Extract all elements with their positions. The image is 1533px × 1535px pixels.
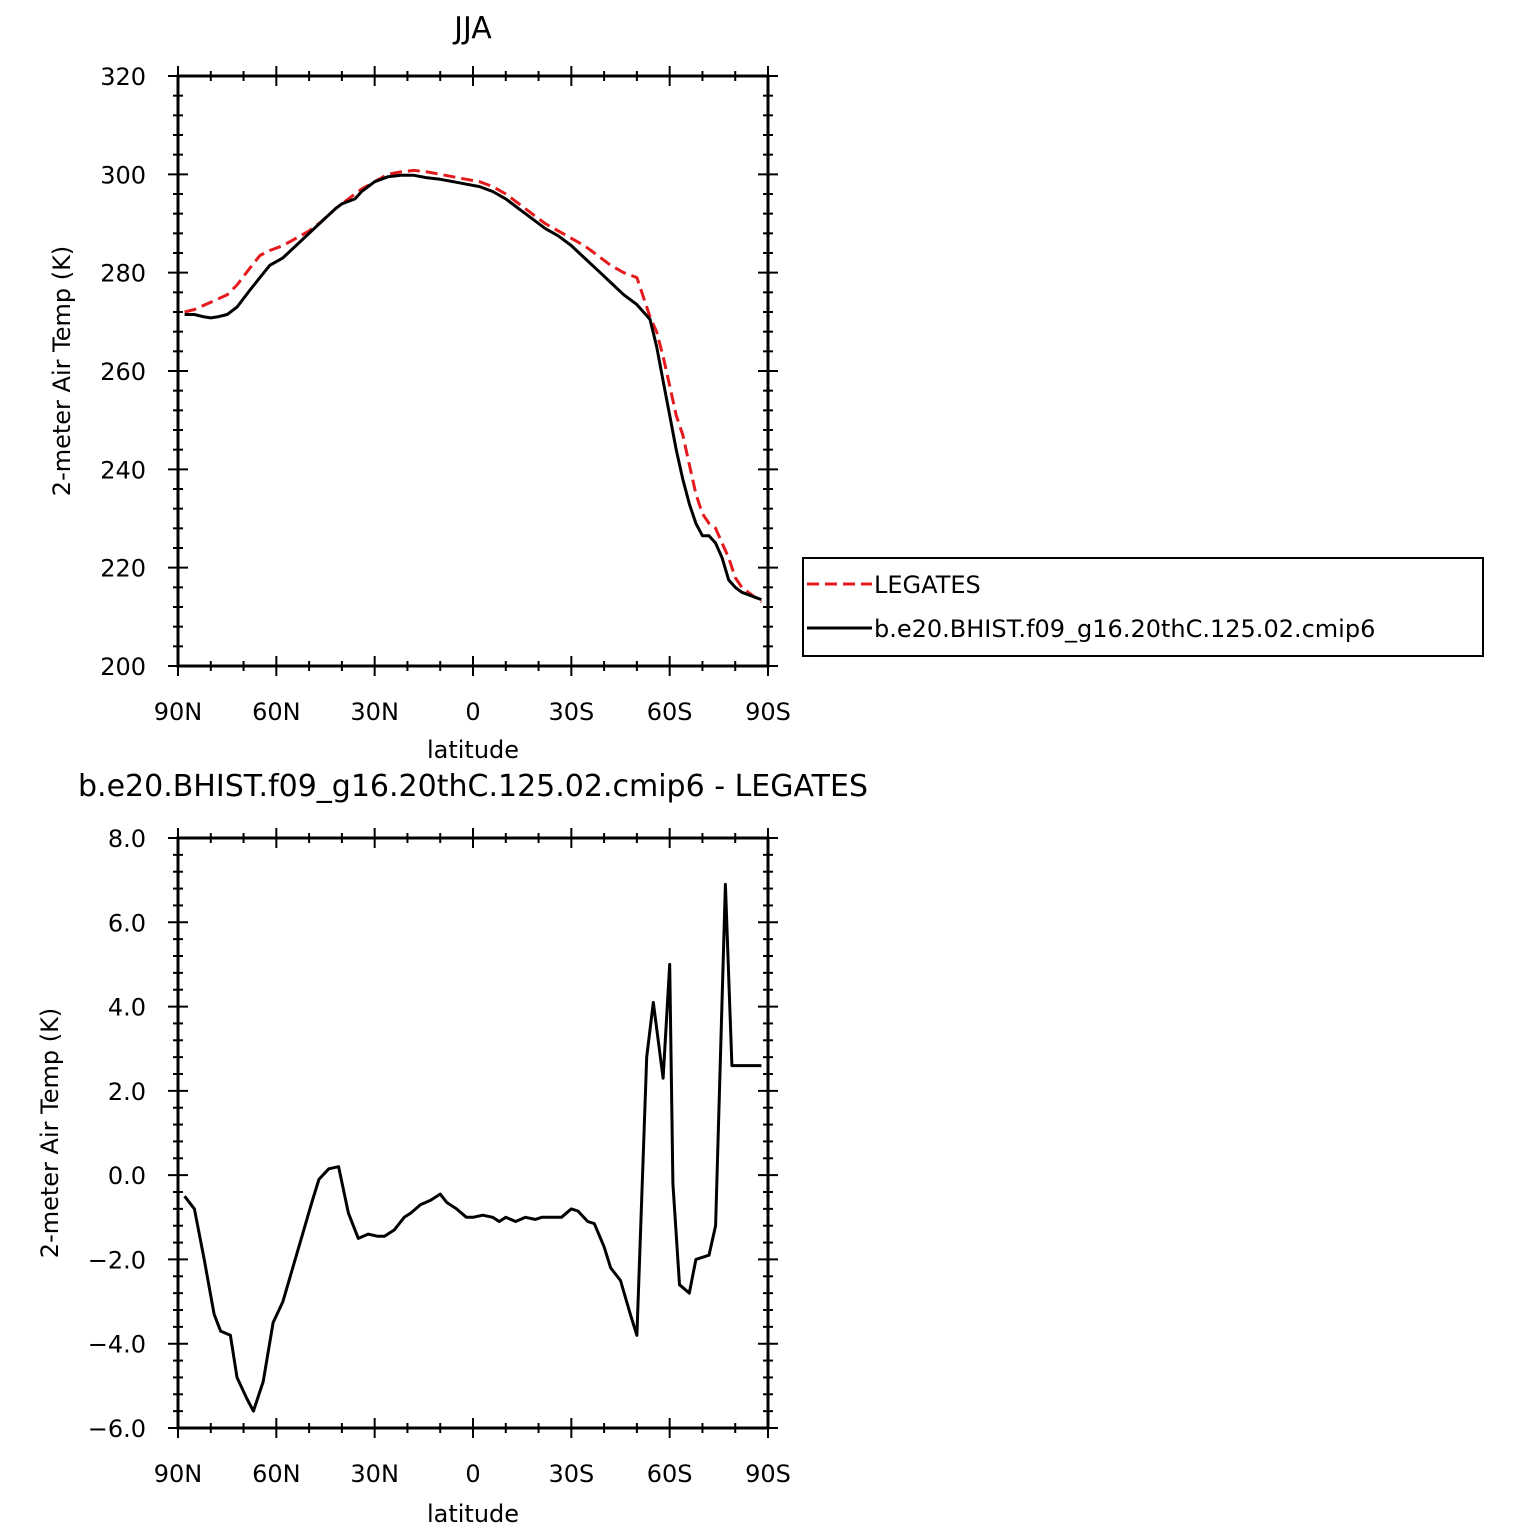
bottom-chart-title: b.e20.BHIST.f09_g16.20thC.125.02.cmip6 -… [78, 769, 868, 804]
bottom-y-tick-label: 4.0 [108, 994, 146, 1022]
top-x-tick-label: 90N [154, 698, 203, 726]
bottom-y-tick-label: 2.0 [108, 1078, 146, 1106]
top-y-tick-label: 220 [100, 555, 146, 583]
bottom-x-tick-label: 60N [252, 1460, 301, 1488]
top-x-ticks: 90N 60N 30N 0 30S 60S 90S [154, 66, 791, 726]
bottom-y-tick-label: −2.0 [88, 1246, 146, 1274]
top-y-tick-label: 300 [100, 161, 146, 189]
top-y-axis-title: 2-meter Air Temp (K) [48, 246, 76, 496]
top-x-tick-label: 60N [252, 698, 301, 726]
top-y-tick-label: 320 [100, 63, 146, 91]
bottom-x-axis-title: latitude [427, 1500, 519, 1528]
top-plot-frame [176, 74, 770, 668]
legend-box [802, 557, 1484, 657]
top-y-ticks: 200 220 240 260 280 300 320 [100, 63, 778, 681]
top-x-tick-label: 30N [350, 698, 399, 726]
bottom-x-ticks: 90N 60N 30N 0 30S 60S 90S [154, 828, 791, 1488]
bottom-x-tick-label: 90N [154, 1460, 203, 1488]
top-x-tick-label: 60S [647, 698, 693, 726]
legend: LEGATES b.e20.BHIST.f09_g16.20thC.125.02… [802, 557, 1484, 657]
top-y-tick-label: 240 [100, 456, 146, 484]
bottom-panel: b.e20.BHIST.f09_g16.20thC.125.02.cmip6 -… [36, 769, 868, 1528]
bottom-y-tick-label: −6.0 [88, 1415, 146, 1443]
bottom-x-tick-label: 60S [647, 1460, 693, 1488]
top-series-lines [184, 168, 763, 604]
top-series-line-legates [184, 168, 763, 604]
bottom-x-tick-label: 0 [465, 1460, 480, 1488]
top-y-tick-label: 280 [100, 260, 146, 288]
top-x-axis-title: latitude [427, 736, 519, 764]
bottom-x-tick-label: 30S [548, 1460, 594, 1488]
top-series-line-b-e20-bhist-f09-g16-20thc-125-02-cmip6 [184, 173, 762, 602]
top-x-tick-label: 0 [465, 698, 480, 726]
legend-label-model: b.e20.BHIST.f09_g16.20thC.125.02.cmip6 [874, 615, 1375, 643]
bottom-y-axis-title: 2-meter Air Temp (K) [36, 1008, 64, 1258]
bottom-y-tick-label: −4.0 [88, 1331, 146, 1359]
top-x-tick-label: 90S [745, 698, 791, 726]
legend-label-legates: LEGATES [874, 571, 981, 599]
bottom-x-tick-label: 30N [350, 1460, 399, 1488]
bottom-series-line-series-0 [183, 882, 762, 1413]
bottom-series-lines [183, 882, 762, 1413]
top-panel: JJA 200 220 240 260 280 300 320 90N 60N 30N 0 30S 6… [48, 11, 791, 764]
bottom-y-tick-label: 0.0 [108, 1162, 146, 1190]
bottom-x-tick-label: 90S [745, 1460, 791, 1488]
top-y-tick-label: 260 [100, 358, 146, 386]
bottom-plot-frame [176, 836, 770, 1430]
top-chart-title: JJA [452, 11, 492, 46]
bottom-y-tick-label: 8.0 [108, 825, 146, 853]
bottom-y-tick-label: 6.0 [108, 909, 146, 937]
bottom-y-ticks: −6.0 −4.0 −2.0 0.0 2.0 4.0 6.0 8.0 [88, 825, 778, 1443]
top-y-tick-label: 200 [100, 653, 146, 681]
top-x-tick-label: 30S [548, 698, 594, 726]
